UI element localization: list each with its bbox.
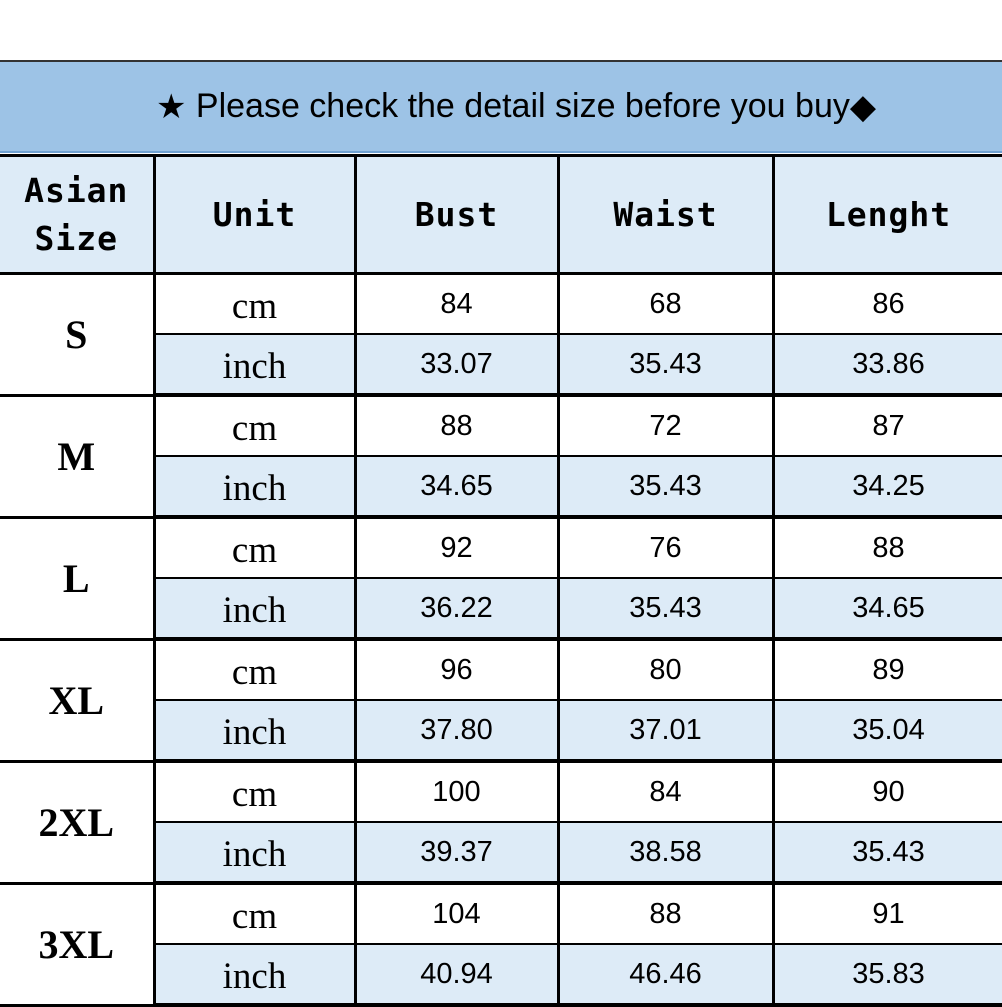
unit-cell: cm (152, 638, 357, 701)
header-size-line1: Asian (24, 170, 129, 210)
length-cell: 35.04 (771, 699, 1002, 763)
bust-cell: 84 (353, 272, 560, 335)
banner-text: Please check the detail size before you … (195, 87, 850, 125)
table-row-inch: inch 37.80 37.01 35.04 (0, 699, 1002, 763)
waist-cell: 76 (556, 516, 775, 579)
header-bust: Bust (353, 154, 560, 275)
size-cell: XL (0, 637, 156, 763)
size-cell: 3XL (0, 881, 156, 1007)
bust-cell: 33.07 (353, 333, 560, 397)
waist-cell: 35.43 (556, 333, 775, 397)
length-cell: 34.25 (771, 455, 1002, 519)
size-check-banner: ★ Please check the detail size before yo… (0, 60, 1002, 153)
length-cell: 34.65 (771, 577, 1002, 641)
length-cell: 86 (771, 272, 1002, 335)
waist-cell: 37.01 (556, 699, 775, 763)
waist-cell: 84 (556, 760, 775, 823)
unit-cell: inch (152, 821, 357, 885)
diamond-icon: ◆ (849, 87, 877, 126)
unit-cell: inch (152, 455, 357, 519)
waist-cell: 46.46 (556, 943, 775, 1007)
waist-cell: 35.43 (556, 577, 775, 641)
unit-cell: inch (152, 333, 357, 397)
bust-cell: 40.94 (353, 943, 560, 1007)
bust-cell: 104 (353, 882, 560, 945)
length-cell: 89 (771, 638, 1002, 701)
table-row-inch: inch 33.07 35.43 33.86 (0, 333, 1002, 397)
bust-cell: 88 (353, 394, 560, 457)
waist-cell: 80 (556, 638, 775, 701)
bust-cell: 100 (353, 760, 560, 823)
waist-cell: 38.58 (556, 821, 775, 885)
bust-cell: 92 (353, 516, 560, 579)
unit-cell: inch (152, 699, 357, 763)
size-cell: M (0, 393, 156, 519)
header-size-line2: Size (34, 218, 118, 258)
length-cell: 35.43 (771, 821, 1002, 885)
table-row-cm: 3XL cm 104 88 91 (0, 881, 1002, 1007)
unit-cell: cm (152, 882, 357, 945)
length-cell: 87 (771, 394, 1002, 457)
unit-cell: inch (152, 943, 357, 1007)
header-row: Asian Size Unit Bust Waist Lenght (0, 154, 1002, 275)
table-row-cm: XL cm 96 80 89 (0, 637, 1002, 763)
bust-cell: 96 (353, 638, 560, 701)
size-cell: S (0, 272, 156, 397)
waist-cell: 72 (556, 394, 775, 457)
size-cell: 2XL (0, 759, 156, 885)
unit-cell: inch (152, 577, 357, 641)
length-cell: 88 (771, 516, 1002, 579)
length-cell: 33.86 (771, 333, 1002, 397)
bust-cell: 36.22 (353, 577, 560, 641)
table-row-inch: inch 40.94 46.46 35.83 (0, 943, 1002, 1007)
table-row-inch: inch 34.65 35.43 34.25 (0, 455, 1002, 519)
unit-cell: cm (152, 516, 357, 579)
waist-cell: 35.43 (556, 455, 775, 519)
bust-cell: 37.80 (353, 699, 560, 763)
table-row-cm: 2XL cm 100 84 90 (0, 759, 1002, 885)
length-cell: 90 (771, 760, 1002, 823)
table-row-inch: inch 39.37 38.58 35.43 (0, 821, 1002, 885)
header-length: Lenght (771, 154, 1002, 275)
star-icon: ★ (155, 87, 187, 126)
unit-cell: cm (152, 760, 357, 823)
bust-cell: 39.37 (353, 821, 560, 885)
unit-cell: cm (152, 394, 357, 457)
length-cell: 91 (771, 882, 1002, 945)
length-cell: 35.83 (771, 943, 1002, 1007)
bust-cell: 34.65 (353, 455, 560, 519)
header-unit: Unit (152, 154, 357, 275)
unit-cell: cm (152, 272, 357, 335)
waist-cell: 68 (556, 272, 775, 335)
header-waist: Waist (556, 154, 775, 275)
size-cell: L (0, 515, 156, 641)
table-row-inch: inch 36.22 35.43 34.65 (0, 577, 1002, 641)
waist-cell: 88 (556, 882, 775, 945)
header-asian-size: Asian Size (0, 154, 156, 275)
